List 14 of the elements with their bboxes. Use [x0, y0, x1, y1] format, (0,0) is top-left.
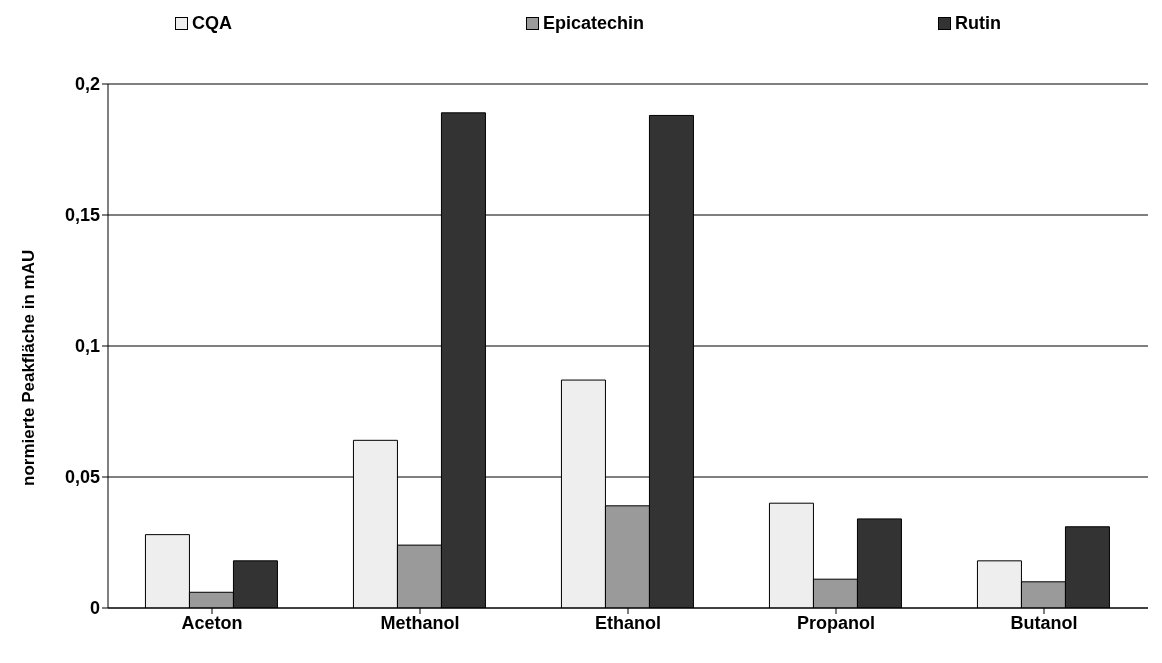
- legend-label: CQA: [191, 13, 232, 34]
- x-tick-label: Methanol: [380, 612, 460, 633]
- y-tick-label: 0,15: [64, 205, 100, 226]
- legend-label: Epicatechin: [541, 13, 644, 34]
- x-tick-label: Ethanol: [595, 612, 661, 633]
- y-tick-label: 0,1: [74, 336, 100, 357]
- x-tick-label: Propanol: [796, 612, 876, 633]
- y-tick-label: 0,05: [64, 467, 100, 488]
- y-tick-label: 0,2: [74, 74, 100, 95]
- y-axis-title: normierte Peakfläche in mAU: [19, 249, 39, 486]
- legend-label: Rutin: [954, 13, 1001, 34]
- x-tick-label: Butanol: [1010, 612, 1078, 633]
- x-tick-label: Aceton: [181, 612, 243, 633]
- y-tick-label: 0: [89, 598, 100, 619]
